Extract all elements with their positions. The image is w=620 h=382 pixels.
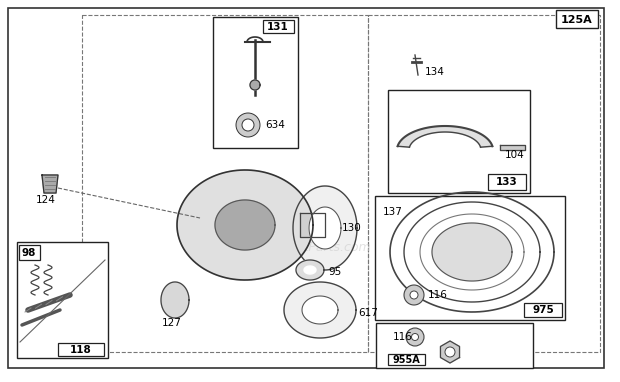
Circle shape (404, 285, 424, 305)
Polygon shape (300, 213, 325, 237)
Polygon shape (215, 200, 275, 250)
Circle shape (250, 80, 260, 90)
Polygon shape (177, 170, 313, 280)
Circle shape (406, 328, 424, 346)
Text: 134: 134 (425, 67, 445, 77)
Text: 116: 116 (428, 290, 448, 300)
Bar (58, 343, 104, 356)
Circle shape (445, 347, 455, 357)
Bar (213, 17, 298, 148)
Text: 116: 116 (393, 332, 413, 342)
Bar (388, 90, 530, 193)
Bar (17, 242, 108, 358)
Polygon shape (293, 186, 357, 270)
Polygon shape (302, 296, 338, 324)
Polygon shape (309, 207, 341, 249)
Text: 131: 131 (267, 22, 289, 32)
Bar (388, 354, 425, 365)
Text: 955A: 955A (392, 355, 420, 365)
Circle shape (242, 119, 254, 131)
Text: eReplacementParts.com: eReplacementParts.com (219, 241, 371, 254)
Circle shape (410, 291, 418, 299)
Text: 634: 634 (265, 120, 285, 130)
Bar (556, 10, 598, 28)
Bar (263, 20, 294, 33)
Bar (375, 196, 565, 320)
Text: 130: 130 (342, 223, 361, 233)
Bar (368, 15, 600, 352)
Circle shape (218, 213, 242, 237)
Polygon shape (397, 126, 492, 147)
Text: 95: 95 (328, 267, 341, 277)
Circle shape (257, 212, 273, 228)
Text: 137: 137 (383, 207, 403, 217)
Circle shape (236, 113, 260, 137)
Polygon shape (500, 145, 525, 150)
Polygon shape (296, 260, 324, 280)
Text: 98: 98 (22, 248, 36, 258)
Polygon shape (304, 266, 316, 274)
Polygon shape (284, 282, 356, 338)
Text: 133: 133 (496, 177, 518, 187)
Bar (488, 174, 526, 190)
Text: 617: 617 (358, 308, 378, 318)
Bar (19, 245, 40, 260)
Text: 127: 127 (162, 318, 182, 328)
Text: 975: 975 (532, 305, 554, 315)
Polygon shape (440, 341, 459, 363)
Text: 124: 124 (36, 195, 56, 205)
Circle shape (412, 333, 418, 340)
Polygon shape (42, 175, 58, 193)
Bar (376, 323, 533, 368)
Bar (524, 303, 562, 317)
Polygon shape (432, 223, 512, 281)
Polygon shape (161, 282, 189, 318)
Text: 104: 104 (505, 150, 525, 160)
Text: 125A: 125A (561, 15, 593, 25)
Text: 118: 118 (70, 345, 92, 355)
Bar (82, 15, 368, 352)
